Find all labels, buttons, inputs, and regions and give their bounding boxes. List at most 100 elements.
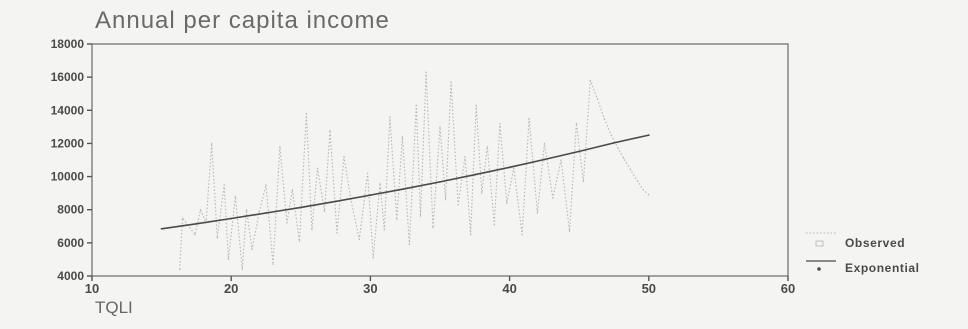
series-observed-point (589, 79, 591, 82)
series-observed-point (272, 263, 274, 265)
series-observed-point (552, 197, 554, 199)
series-observed-point (211, 142, 213, 144)
series-exponential-point (473, 173, 476, 176)
series-observed-point (543, 142, 546, 144)
series-observed-point (305, 113, 307, 115)
series-exponential-point (404, 187, 407, 190)
series-observed-point (343, 156, 345, 158)
series-exponential-point (160, 227, 163, 230)
series-observed-point (419, 215, 422, 217)
series-observed-point (513, 167, 515, 169)
series-observed-point (457, 204, 459, 206)
series-observed-point (648, 194, 650, 196)
series-observed-point (486, 146, 488, 148)
legend-observed-marker (815, 240, 824, 247)
series-observed-point (408, 243, 410, 246)
legend: Observed Exponential (806, 232, 920, 275)
series-observed-point (350, 199, 352, 201)
series-observed-point (241, 268, 243, 270)
legend-exponential-marker (817, 267, 821, 271)
series-observed-point (367, 172, 369, 174)
series-observed-point (379, 182, 381, 184)
series-exponential-point (299, 206, 302, 209)
series-observed-point (323, 210, 326, 212)
series-observed-point (528, 118, 530, 120)
x-tick-label: 60 (781, 281, 795, 296)
series-observed-point (575, 122, 578, 125)
series-observed-point (358, 238, 360, 241)
series-observed-point (245, 209, 248, 211)
y-tick-label: 10000 (51, 170, 85, 184)
series-observed-point (415, 104, 417, 106)
series-observed-point (181, 217, 184, 219)
series-observed-point (596, 98, 598, 100)
series-observed-point (464, 156, 466, 158)
series-observed-point (179, 268, 181, 270)
x-axis-label: TQLI (95, 298, 133, 317)
y-tick-label: 14000 (51, 103, 85, 117)
series-observed-point (223, 184, 225, 186)
series-exponential-point (230, 217, 233, 220)
series-observed-point (450, 81, 452, 83)
series-observed-point (582, 180, 585, 183)
series-observed-point (637, 180, 639, 183)
series-observed-point (200, 209, 202, 211)
series-observed-point (493, 224, 495, 226)
series-observed-point (234, 195, 236, 198)
y-tick-label: 6000 (57, 236, 84, 250)
series-exponential-point (439, 181, 441, 183)
series-observed-point (279, 146, 281, 148)
legend-label: Exponential (845, 261, 920, 275)
series-observed-point (401, 136, 403, 138)
series-observed-point (610, 134, 612, 136)
series-exponential-point (369, 194, 372, 197)
y-tick-label: 16000 (51, 70, 85, 84)
series-observed-point (439, 126, 441, 128)
x-tick-label: 10 (85, 281, 99, 296)
series-observed-point (617, 147, 619, 149)
series-observed-point (265, 184, 267, 186)
series-exponential-line (161, 134, 649, 230)
series-observed-point (560, 159, 562, 161)
series-observed-point (506, 202, 508, 204)
series-observed-point (194, 234, 196, 236)
series-observed-point (623, 157, 625, 159)
y-tick-label: 8000 (57, 203, 84, 217)
series-observed-point (425, 71, 427, 73)
series-exponential-point (195, 222, 198, 225)
series-observed-point (470, 234, 472, 236)
x-tick-label: 20 (224, 281, 238, 296)
series-exponential-point (543, 158, 546, 161)
series-observed-point (432, 227, 434, 229)
series-observed-point (630, 169, 632, 171)
plot-area: 4000 6000 8000 10000 12000 14000 16000 18000 10 2… (51, 37, 796, 296)
series-observed-line (179, 71, 650, 270)
series-observed-point (475, 104, 477, 106)
series-observed-point (642, 189, 644, 191)
plot-frame (91, 43, 789, 277)
series-observed-point (481, 192, 483, 194)
series-observed-point (329, 129, 331, 131)
x-tick-label: 30 (363, 281, 377, 296)
legend-label: Observed (845, 236, 905, 250)
series-observed-point (389, 116, 391, 118)
x-tick-label: 50 (642, 281, 656, 296)
series-observed-point (568, 230, 571, 232)
series-exponential-point (334, 200, 337, 203)
series-observed-point (227, 258, 229, 260)
y-tick-label: 4000 (57, 269, 84, 283)
series-observed-point (445, 199, 447, 201)
y-tick-label: 12000 (51, 136, 85, 150)
series-observed-point (603, 118, 605, 120)
series-observed-point (251, 248, 253, 251)
chart-title: Annual per capita income (95, 7, 390, 34)
series-observed-point (499, 122, 501, 125)
series-observed-point (383, 229, 385, 231)
x-tick-label: 40 (502, 281, 516, 296)
series-exponential-point (647, 134, 650, 137)
y-tick-label: 18000 (51, 37, 85, 51)
series-observed-point (298, 240, 300, 242)
series-observed-point (396, 219, 398, 221)
